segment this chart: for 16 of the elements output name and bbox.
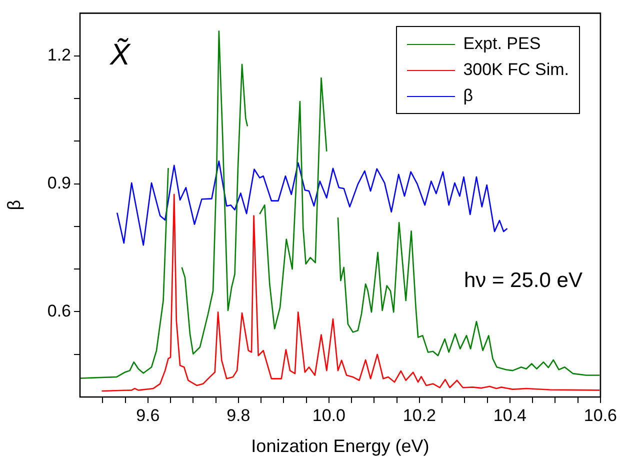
x-tick-label: 9.6 <box>136 406 160 425</box>
y-tick-label: 0.6 <box>47 301 71 320</box>
x-axis-title: Ionization Energy (eV) <box>251 436 430 456</box>
legend-label: β <box>463 86 473 106</box>
y-axis-title: β <box>4 200 24 210</box>
annotation: X̃ <box>109 38 131 72</box>
annotation: hν = 25.0 eV <box>464 268 582 292</box>
x-tick-label: 9.8 <box>226 406 250 425</box>
x-tick-label: 10.2 <box>402 406 436 425</box>
x-tick-label: 10.0 <box>312 406 346 425</box>
legend-label: 300K FC Sim. <box>463 60 569 80</box>
legend-label: Expt. PES <box>463 34 541 54</box>
y-tick-label: 0.9 <box>47 173 71 192</box>
y-tick-label: 1.2 <box>47 46 71 65</box>
x-tick-label: 10.6 <box>584 406 618 425</box>
x-tick-label: 10.4 <box>493 406 526 425</box>
